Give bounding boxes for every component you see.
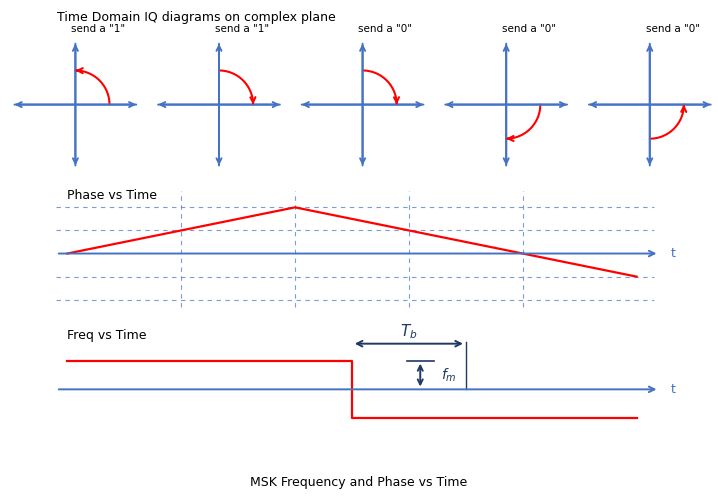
Text: send a "0": send a "0" [358, 24, 412, 34]
Text: Freq vs Time: Freq vs Time [67, 329, 147, 343]
Text: $f_m$: $f_m$ [441, 367, 457, 384]
Text: t: t [671, 247, 676, 260]
Text: send a "1": send a "1" [71, 24, 125, 34]
Text: t: t [671, 383, 676, 396]
Text: $T_b$: $T_b$ [400, 322, 418, 341]
Text: send a "0": send a "0" [502, 24, 556, 34]
Text: send a "0": send a "0" [645, 24, 699, 34]
Text: send a "1": send a "1" [215, 24, 269, 34]
Text: Phase vs Time: Phase vs Time [67, 189, 157, 202]
Text: MSK Frequency and Phase vs Time: MSK Frequency and Phase vs Time [251, 476, 467, 489]
Text: Time Domain IQ diagrams on complex plane: Time Domain IQ diagrams on complex plane [57, 11, 336, 24]
